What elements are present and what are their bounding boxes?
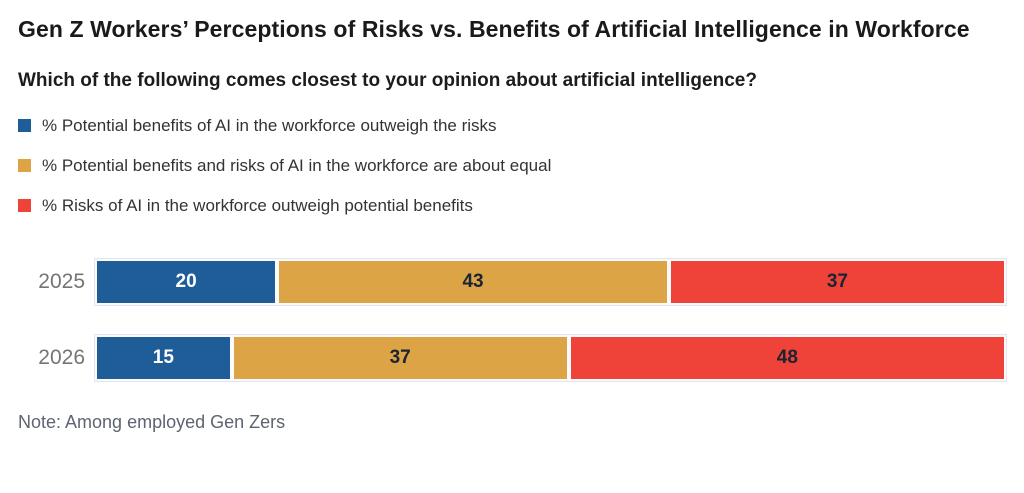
- bar-segment: 37: [668, 258, 1006, 305]
- legend-swatch-icon: [18, 119, 31, 133]
- bar-value-label: 43: [462, 270, 484, 292]
- legend-item: % Potential benefits of AI in the workfo…: [18, 115, 1006, 137]
- chart-title: Gen Z Workers’ Perceptions of Risks vs. …: [18, 16, 970, 42]
- bar-value-label: 48: [776, 346, 798, 368]
- bar-segment: 37: [231, 334, 569, 381]
- legend-swatch-icon: [18, 199, 31, 213]
- legend-swatch-icon: [18, 159, 31, 173]
- bar-row-2025: 2025 20 43 37: [18, 258, 1006, 305]
- legend: % Potential benefits of AI in the workfo…: [18, 115, 1006, 217]
- legend-label: % Potential benefits of AI in the workfo…: [42, 115, 497, 135]
- bar-track: 15 37 48: [95, 334, 1006, 381]
- stacked-bar-chart: 2025 20 43 37 2026 15 37 48: [18, 258, 1006, 381]
- legend-item: % Risks of AI in the workforce outweigh …: [18, 195, 1006, 217]
- legend-label: % Potential benefits and risks of AI in …: [42, 155, 552, 175]
- bar-value-label: 20: [175, 270, 197, 292]
- chart-note: Note: Among employed Gen Zers: [18, 411, 286, 432]
- bar-row-2026: 2026 15 37 48: [18, 334, 1006, 381]
- bar-segment: 15: [95, 334, 232, 381]
- bar-value-label: 37: [826, 270, 848, 292]
- bar-segment: 48: [568, 334, 1006, 381]
- chart-subtitle: Which of the following comes closest to …: [18, 69, 757, 91]
- legend-label: % Risks of AI in the workforce outweigh …: [42, 195, 473, 215]
- category-label: 2026: [38, 345, 85, 369]
- bar-track: 20 43 37: [95, 258, 1006, 305]
- category-label: 2025: [38, 269, 85, 293]
- legend-item: % Potential benefits and risks of AI in …: [18, 155, 1006, 177]
- bar-segment: 43: [277, 258, 669, 305]
- bar-segment: 20: [95, 258, 278, 305]
- bar-value-label: 15: [152, 346, 174, 368]
- bar-value-label: 37: [389, 346, 411, 368]
